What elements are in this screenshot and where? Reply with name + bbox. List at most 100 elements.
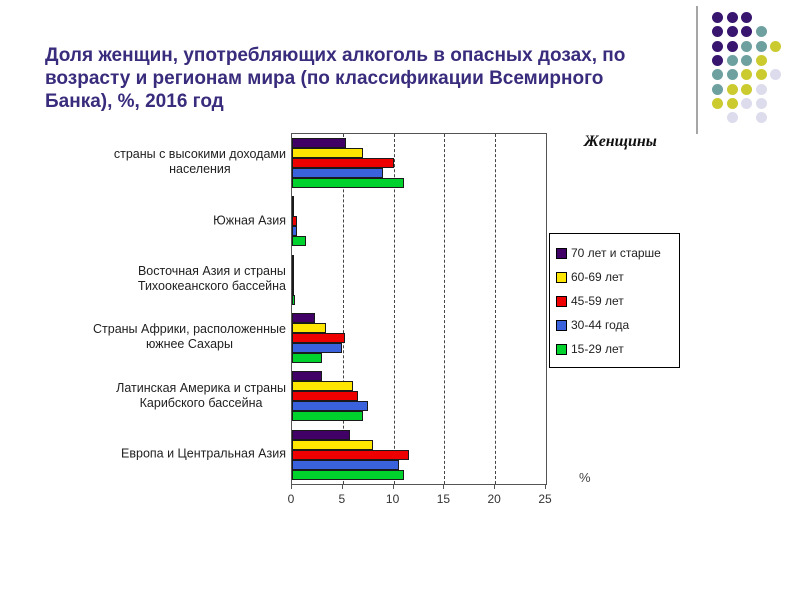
legend-swatch-icon <box>556 247 567 259</box>
bar <box>292 333 345 343</box>
axis-tick-label: 10 <box>385 492 400 506</box>
dot <box>755 26 767 38</box>
legend-item: 70 лет и старше <box>556 241 673 265</box>
bar <box>292 285 294 295</box>
bar <box>292 450 409 460</box>
dot <box>726 83 738 95</box>
dot <box>755 40 767 52</box>
axis-tick <box>291 484 292 489</box>
dot <box>755 83 767 95</box>
dot <box>712 12 723 23</box>
bar <box>292 158 394 168</box>
dot <box>726 12 738 23</box>
axis-tick <box>443 484 445 489</box>
bar <box>292 196 294 206</box>
axis-tick <box>545 484 546 489</box>
legend-label: 15-29 лет <box>571 342 624 356</box>
dot <box>755 97 767 109</box>
dot <box>741 12 752 23</box>
bar <box>292 148 363 158</box>
dot <box>712 97 723 109</box>
gridline <box>393 134 395 484</box>
dot <box>726 97 738 109</box>
bar <box>292 138 346 148</box>
bar <box>292 353 322 363</box>
dot <box>741 40 752 52</box>
legend-item: 15-29 лет <box>556 337 673 361</box>
bar <box>292 295 295 305</box>
gridline <box>444 134 446 484</box>
legend-swatch-icon <box>556 319 567 331</box>
bar <box>292 323 326 333</box>
gridline <box>342 134 344 484</box>
bar <box>292 206 294 216</box>
dot <box>726 54 738 66</box>
decorative-line <box>696 6 698 134</box>
bar <box>292 168 383 178</box>
bar <box>292 470 404 480</box>
legend-item: 30-44 года <box>556 313 673 337</box>
dot <box>712 26 723 38</box>
legend-label: 70 лет и старше <box>571 246 661 260</box>
bar <box>292 216 297 226</box>
legend-label: 60-69 лет <box>571 270 624 284</box>
x-axis-unit-label: % <box>579 470 591 485</box>
axis-tick-label: 15 <box>436 492 451 506</box>
bar <box>292 236 306 246</box>
category-label: Восточная Азия и страны Тихоокеанского б… <box>137 263 286 293</box>
legend-item: 45-59 лет <box>556 289 673 313</box>
legend-label: 30-44 года <box>571 318 630 332</box>
legend-item: 60-69 лет <box>556 265 673 289</box>
legend: 70 лет и старше 60-69 лет 45-59 лет 30-44 г… <box>549 233 680 368</box>
category-label: Южная Азия <box>213 213 286 227</box>
category-label: страны с высокими доходами населения <box>113 147 286 177</box>
dot <box>712 54 723 66</box>
plot-area <box>291 133 547 485</box>
bar <box>292 343 342 353</box>
legend-swatch-icon <box>556 271 567 283</box>
dot <box>712 83 723 95</box>
dot <box>770 69 781 81</box>
bar <box>292 440 373 450</box>
bar <box>292 371 322 381</box>
bar <box>292 265 294 275</box>
dot <box>712 69 723 81</box>
dot <box>755 54 767 66</box>
axis-tick <box>392 484 394 489</box>
category-label: Европа и Центральная Азия <box>121 446 286 461</box>
dot <box>770 40 781 52</box>
dot <box>741 54 752 66</box>
dot <box>741 69 752 81</box>
dot <box>726 69 738 81</box>
slide-title: Доля женщин, употребляющих алкоголь в оп… <box>45 45 626 112</box>
bar <box>292 226 297 236</box>
dot <box>741 26 752 38</box>
dot <box>741 83 752 95</box>
axis-tick-label: 25 <box>538 492 552 506</box>
dot <box>741 97 752 109</box>
dot <box>726 112 738 124</box>
axis-tick-label: 5 <box>338 492 346 506</box>
decorative-dots <box>706 7 796 137</box>
bar <box>292 275 294 285</box>
axis-tick <box>341 484 343 489</box>
legend-swatch-icon <box>556 343 567 355</box>
axis-tick <box>494 484 496 489</box>
category-label: Страны Африки, расположенные южнее Сахар… <box>92 322 286 352</box>
dot <box>755 112 767 124</box>
category-label: Латинская Америка и страны Карибского ба… <box>116 380 286 410</box>
bar <box>292 255 294 265</box>
bar <box>292 178 404 188</box>
bar <box>292 401 368 411</box>
legend-label: 45-59 лет <box>571 294 624 308</box>
axis-tick-label: 0 <box>287 492 295 506</box>
bar <box>292 460 399 470</box>
dot <box>712 40 723 52</box>
bar <box>292 391 358 401</box>
dot <box>726 26 738 38</box>
legend-swatch-icon <box>556 295 567 307</box>
bar <box>292 430 350 440</box>
bar <box>292 381 353 391</box>
bar <box>292 313 315 323</box>
